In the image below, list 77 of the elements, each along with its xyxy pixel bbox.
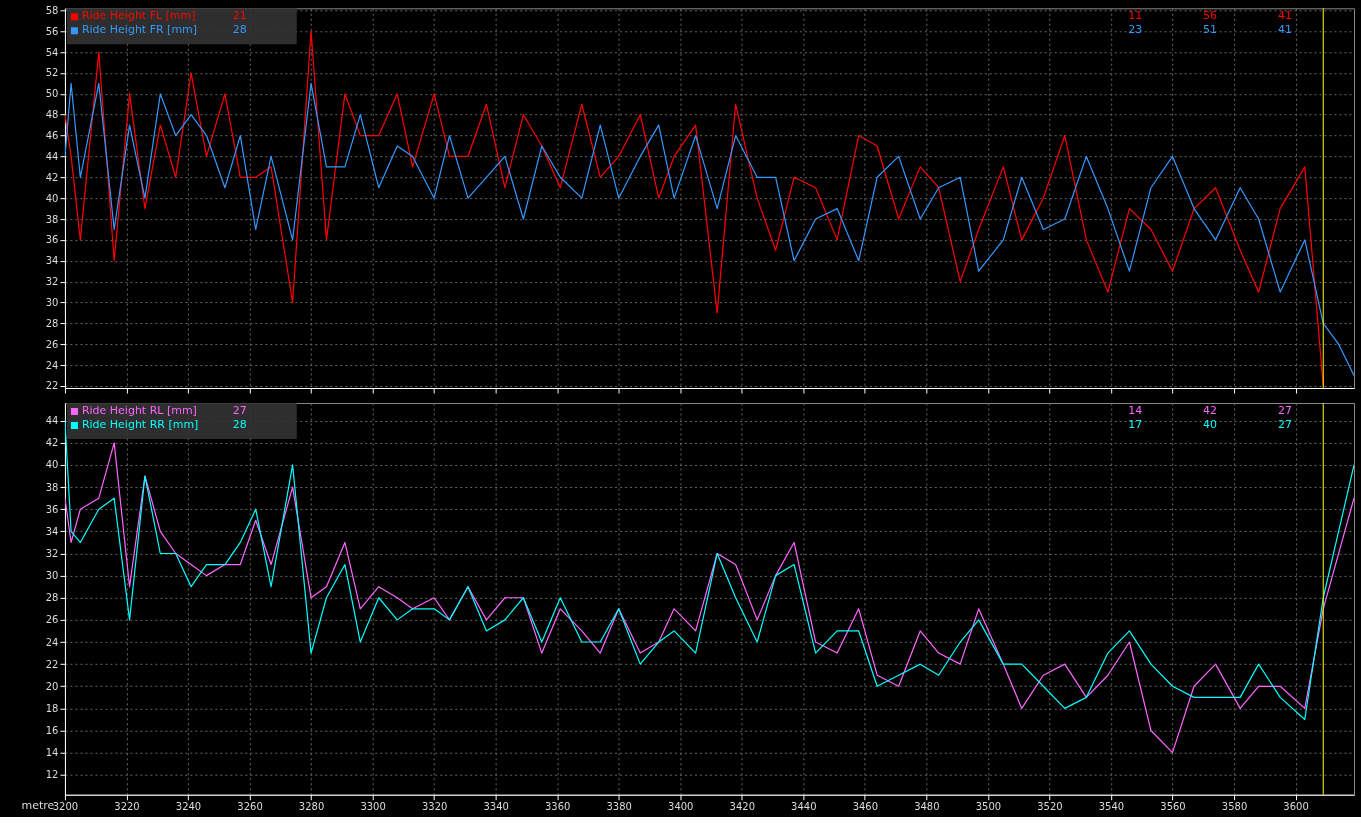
annotation: 14 — [1128, 404, 1143, 417]
y-tick-label: 24 — [45, 359, 59, 371]
legend-label: Ride Height FL [mm] — [81, 9, 196, 23]
annotation: 11 — [1128, 9, 1143, 23]
y-tick-label: 42 — [45, 171, 59, 183]
y-tick-label: 28 — [45, 592, 59, 604]
y-tick-label: 50 — [45, 88, 59, 100]
annotation: 27 — [1278, 404, 1293, 417]
y-tick-label: 52 — [45, 67, 59, 79]
annotation: 27 — [1278, 417, 1293, 431]
y-tick-label: 54 — [45, 46, 59, 58]
y-tick-label: 38 — [45, 213, 59, 225]
x-tick-label: 3540 — [1098, 801, 1125, 813]
x-tick-label: 3340 — [483, 801, 509, 813]
x-tick-label: 3460 — [852, 801, 879, 813]
legend-label: Ride Height RR [mm] — [81, 417, 199, 431]
annotation: 21 — [232, 9, 247, 23]
y-tick-label: 26 — [45, 614, 59, 626]
y-tick-label: 32 — [45, 547, 59, 559]
y-tick-label: 48 — [45, 109, 59, 121]
x-tick-label: 3260 — [237, 801, 263, 813]
x-tick-label: 3500 — [975, 801, 1002, 813]
x-tick-label: 3600 — [1283, 801, 1309, 813]
annotation: 23 — [1128, 23, 1143, 37]
annotation: 17 — [1128, 417, 1143, 431]
y-tick-label: 40 — [45, 192, 59, 204]
x-tick-label: 3200 — [52, 801, 79, 813]
x-tick-label: 3400 — [668, 801, 694, 813]
y-tick-label: 30 — [45, 570, 59, 582]
y-tick-label: 24 — [45, 636, 59, 648]
y-tick-label: 18 — [45, 702, 59, 714]
x-tick-label: 3280 — [298, 801, 325, 813]
y-tick-label: 14 — [45, 747, 59, 759]
x-tick-label: 3480 — [914, 801, 940, 813]
y-tick-label: 58 — [45, 4, 59, 16]
y-tick-label: 44 — [45, 150, 59, 162]
y-tick-label: 16 — [45, 725, 59, 737]
annotation: 40 — [1203, 417, 1218, 431]
x-tick-label: 3380 — [606, 801, 632, 813]
x-tick-label: 3560 — [1160, 801, 1186, 813]
annotation: 42 — [1203, 404, 1218, 417]
x-tick-label: 3420 — [729, 801, 755, 813]
annotation: 51 — [1203, 23, 1218, 37]
annotation: 41 — [1278, 23, 1293, 37]
x-tick-label: 3240 — [175, 801, 202, 813]
y-tick-label: 44 — [45, 415, 59, 427]
annotation: 27 — [232, 404, 247, 417]
y-tick-label: 26 — [45, 338, 59, 350]
x-tick-label: 3300 — [360, 801, 386, 813]
y-tick-label: 20 — [45, 680, 59, 692]
x-tick-label: 3580 — [1221, 801, 1248, 813]
y-tick-label: 38 — [45, 481, 59, 493]
y-tick-label: 22 — [45, 380, 59, 392]
y-tick-label: 12 — [45, 769, 59, 781]
y-tick-label: 34 — [45, 255, 59, 267]
y-tick-label: 36 — [45, 503, 59, 515]
legend-label: Ride Height FR [mm] — [81, 23, 198, 37]
legend-label: Ride Height RL [mm] — [81, 404, 197, 417]
y-tick-label: 32 — [45, 276, 59, 288]
y-tick-label: 46 — [45, 130, 59, 142]
y-tick-label: 36 — [45, 234, 59, 246]
x-tick-label: 3220 — [114, 801, 140, 813]
y-tick-label: 28 — [45, 317, 59, 329]
annotation: 28 — [232, 417, 247, 431]
x-tick-label: 3320 — [421, 801, 448, 813]
x-tick-label: 3520 — [1037, 801, 1063, 813]
annotation: 41 — [1278, 9, 1293, 23]
annotation: 28 — [232, 23, 247, 37]
y-tick-label: 30 — [45, 296, 59, 308]
y-tick-label: 40 — [45, 459, 59, 471]
annotation: 56 — [1203, 9, 1218, 23]
y-tick-label: 42 — [45, 437, 59, 449]
x-tick-label: 3440 — [791, 801, 817, 813]
y-tick-label: 34 — [45, 525, 59, 537]
y-tick-label: 22 — [45, 658, 59, 670]
y-tick-label: 56 — [45, 25, 59, 37]
x-tick-label: 3360 — [544, 801, 571, 813]
